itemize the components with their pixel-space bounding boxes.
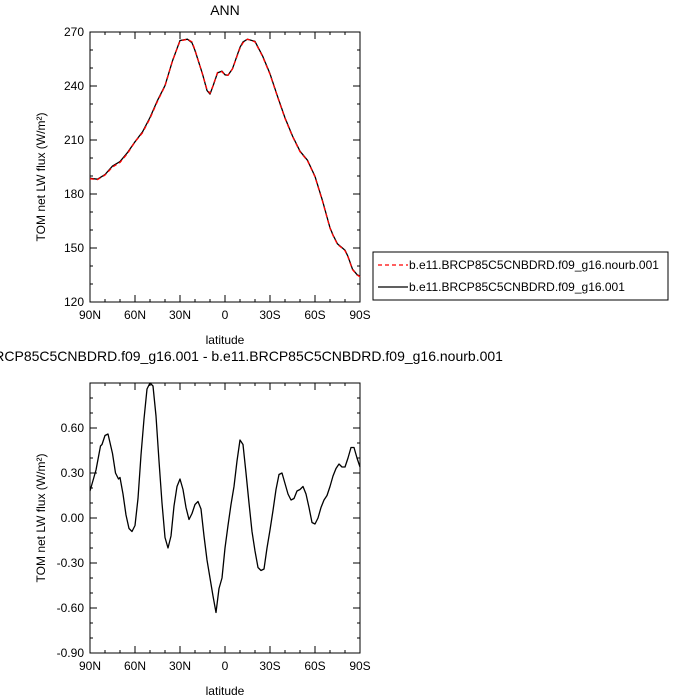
plot-frame bbox=[89, 382, 361, 654]
plot-frame bbox=[89, 31, 361, 303]
series-line-1-0 bbox=[89, 382, 361, 614]
series-line-0-0 bbox=[89, 38, 361, 277]
y-tick-label: 0.30 bbox=[61, 466, 85, 480]
x-tick-label: 60S bbox=[304, 659, 325, 673]
x-tick-label: 30N bbox=[169, 308, 191, 322]
chart-title: ANN bbox=[210, 2, 240, 18]
y-tick-label: 150 bbox=[64, 241, 84, 255]
x-tick-label: 60S bbox=[304, 308, 325, 322]
x-axis-label: latitude bbox=[206, 684, 245, 698]
x-tick-label: 90S bbox=[349, 659, 370, 673]
top-panel: ANN 90N 60N 30N 0 30S 60S 90S 120 150 180 210 240 27… bbox=[34, 2, 371, 347]
legend-label-base: b.e11.BRCP85C5CNBDRD.f09_g16.001 bbox=[409, 280, 625, 294]
y-tick-label: -0.90 bbox=[57, 646, 85, 660]
y-tick-label: -0.30 bbox=[57, 556, 85, 570]
bottom-panel: b.e11.BRCP85C5CNBDRD.f09_g16.001 - b.e11… bbox=[0, 348, 503, 698]
x-tick-label: 90S bbox=[349, 308, 370, 322]
y-axis-label: TOM net LW flux (W/m²) bbox=[34, 113, 48, 242]
y-axis-label: TOM net LW flux (W/m²) bbox=[34, 454, 48, 583]
x-tick-label: 60N bbox=[124, 308, 146, 322]
x-tick-label: 60N bbox=[124, 659, 146, 673]
top-plot-area: 90N 60N 30N 0 30S 60S 90S 120 150 180 210 240 270 bbox=[64, 25, 371, 322]
x-tick-label: 0 bbox=[222, 659, 229, 673]
legend-box bbox=[372, 251, 669, 301]
bottom-plot-area: 90N 60N 30N 0 30S 60S 90S -0.90 -0.60 -0.30 0.00 0.… bbox=[57, 382, 371, 673]
series-line-0-1 bbox=[89, 38, 361, 278]
y-tick-label: 120 bbox=[64, 295, 84, 309]
x-tick-label: 30N bbox=[169, 659, 191, 673]
y-tick-label: 270 bbox=[64, 25, 84, 39]
y-tick-label: -0.60 bbox=[57, 601, 85, 615]
y-tick-label: 0.00 bbox=[61, 511, 85, 525]
difference-chart-title: b.e11.BRCP85C5CNBDRD.f09_g16.001 - b.e11… bbox=[0, 348, 503, 364]
x-axis-label: latitude bbox=[206, 333, 245, 347]
x-tick-label: 30S bbox=[259, 659, 280, 673]
y-tick-label: 240 bbox=[64, 79, 84, 93]
x-tick-label: 0 bbox=[222, 308, 229, 322]
y-tick-label: 180 bbox=[64, 187, 84, 201]
legend: b.e11.BRCP85C5CNBDRD.f09_g16.nourb.001 b… bbox=[372, 251, 669, 301]
y-tick-label: 210 bbox=[64, 133, 84, 147]
y-tick-label: 0.60 bbox=[61, 421, 85, 435]
legend-label-nourb: b.e11.BRCP85C5CNBDRD.f09_g16.nourb.001 bbox=[409, 258, 659, 272]
x-tick-label: 30S bbox=[259, 308, 280, 322]
x-tick-label: 90N bbox=[79, 308, 101, 322]
x-tick-label: 90N bbox=[79, 659, 101, 673]
